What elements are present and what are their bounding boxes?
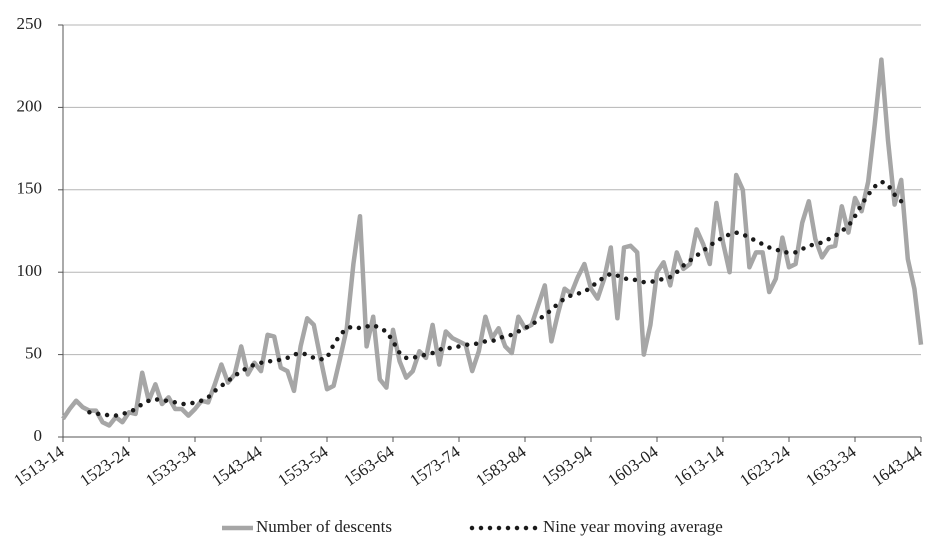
x-tick-label: 1643-44 — [868, 442, 926, 490]
x-tick-label: 1573-74 — [406, 442, 464, 490]
x-tick-label: 1623-24 — [736, 442, 794, 490]
x-tick-label: 1633-34 — [802, 442, 860, 490]
x-tick-label: 1563-64 — [340, 442, 398, 490]
x-tick-label: 1533-34 — [142, 442, 200, 490]
x-tick-label: 1603-04 — [604, 442, 662, 490]
y-tick-label: 250 — [17, 14, 43, 33]
y-tick-label: 50 — [25, 344, 42, 363]
x-tick-label: 1613-14 — [670, 442, 728, 490]
x-tick-label: 1593-94 — [538, 442, 596, 490]
x-tick-label: 1553-54 — [274, 442, 332, 490]
y-tick-label: 150 — [17, 179, 43, 198]
legend-label: Nine year moving average — [543, 517, 723, 536]
y-tick-label: 0 — [34, 426, 43, 445]
y-tick-label: 100 — [17, 261, 43, 280]
x-tick-label: 1543-44 — [208, 442, 266, 490]
x-tick-label: 1583-84 — [472, 442, 530, 490]
x-tick-label: 1513-14 — [10, 442, 68, 490]
legend-label: Number of descents — [256, 517, 392, 536]
series-line — [61, 57, 924, 428]
series-line — [87, 179, 904, 418]
x-tick-label: 1523-24 — [76, 442, 134, 490]
y-tick-label: 200 — [17, 96, 43, 115]
